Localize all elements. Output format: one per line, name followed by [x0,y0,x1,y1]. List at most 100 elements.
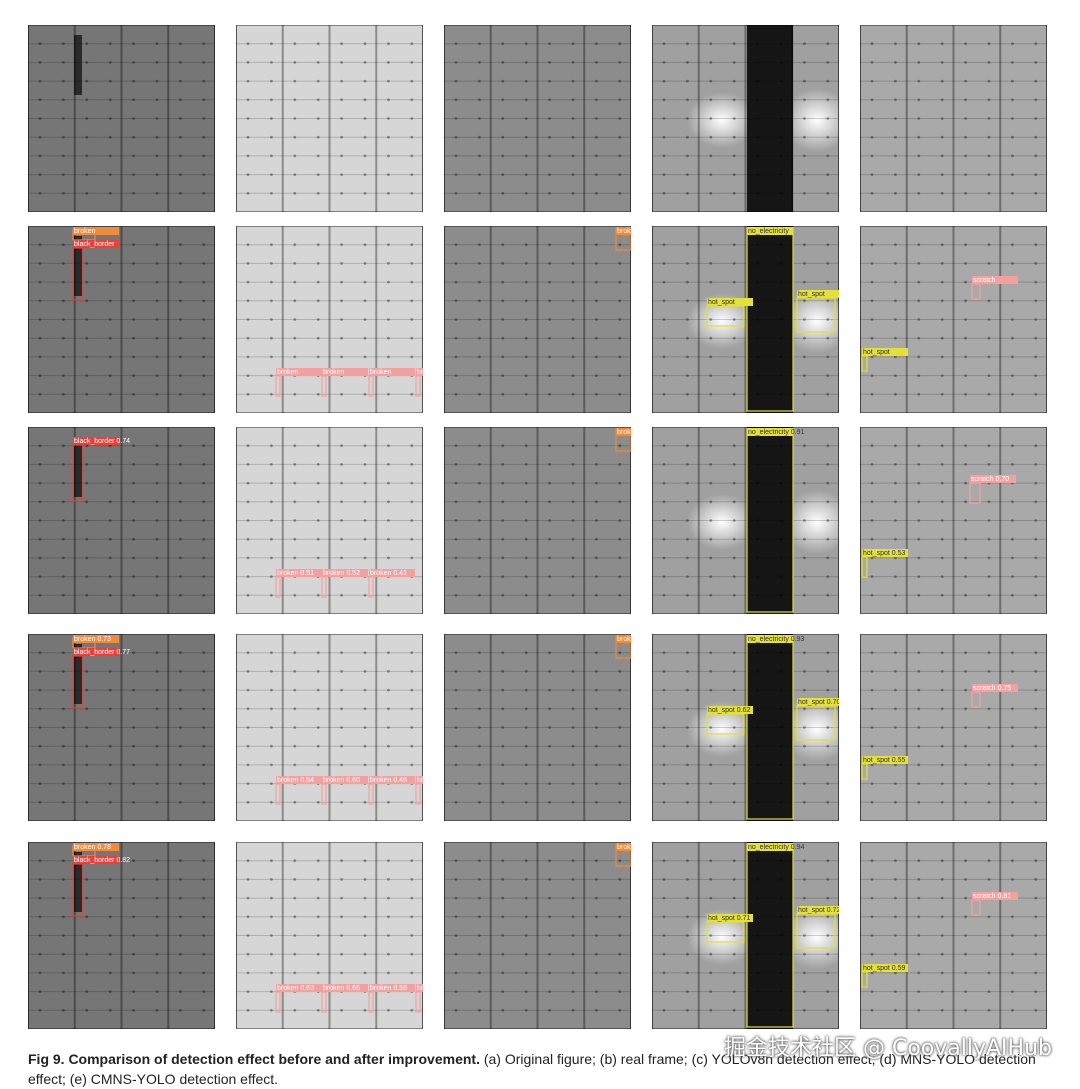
solder-dot [1034,280,1038,284]
solder-dot [548,1008,551,1012]
solder-dot [779,800,783,804]
bright-spot [687,494,757,550]
solder-dot [894,392,897,396]
solder-dot [524,318,528,321]
solder-dot [662,191,666,195]
solder-dot [85,117,89,120]
solder-dot [756,800,759,804]
solder-dot [454,463,458,466]
solder-dot [132,318,136,321]
solder-dot [524,98,528,102]
solder-dot [246,500,250,504]
solder-dot [686,318,689,321]
solder-dot [293,556,297,560]
solder-dot [964,651,967,655]
solder-dot [293,392,297,396]
solder-dot [62,392,65,396]
solder-dot [618,707,622,711]
label-bg [707,706,753,714]
solder-dot [246,859,250,863]
solder-dot [894,154,897,158]
solder-dot [940,800,944,804]
solder-dot [132,519,136,522]
solder-dot [524,355,528,359]
solder-dot [454,135,458,139]
solder-dot [108,878,112,881]
label-bg [862,348,908,356]
solder-dot [132,990,136,993]
solder-dot [870,135,874,139]
solder-dot [363,934,367,937]
solder-dot [62,934,65,937]
solder-dot [316,154,320,158]
solder-dot [826,374,830,377]
solder-dot [803,392,806,396]
solder-dot [1011,355,1014,359]
solder-dot [501,593,505,597]
solder-dot [1011,519,1014,522]
solder-dot [202,878,206,881]
solder-dot [595,392,598,396]
solder-dot [501,519,505,522]
solder-dot [293,688,297,692]
detection-label: broken 0.63 [277,985,314,992]
solder-dot [202,444,206,448]
label-bg [616,843,631,851]
solder-dot [1011,782,1014,785]
solder-dot [756,98,759,102]
solder-dot [85,500,89,504]
solder-dot [917,173,921,177]
solder-dot [132,280,136,284]
solder-dot [662,173,666,177]
solder-dot [987,763,991,767]
solder-dot [709,336,713,340]
solder-dot [108,575,112,578]
panel-bg [236,842,423,1029]
solder-dot [270,191,273,195]
solder-dot [316,726,320,729]
solder-dot [410,135,414,139]
solder-dot [410,800,414,804]
solder-dot [293,444,297,448]
label-bg [276,368,322,376]
solder-dot [454,392,458,396]
solder-dot [501,318,505,321]
solder-dot [571,42,575,46]
solder-dot [940,500,944,504]
solder-dot [246,463,250,466]
solder-dot [270,1008,273,1012]
solder-dot [454,191,458,195]
solder-dot [132,243,136,247]
solder-dot [1034,392,1038,396]
solder-dot [524,117,528,120]
solder-dot [940,392,944,396]
solder-dot [501,336,505,340]
solder-dot [316,688,320,692]
solder-dot [870,763,874,767]
solder-dot [202,243,206,247]
solder-dot [803,537,806,541]
solder-dot [478,556,481,560]
solder-dot [387,392,390,396]
solder-dot [987,191,991,195]
solder-dot [501,299,505,303]
solder-dot [964,971,967,975]
solder-dot [293,896,297,900]
label-bg [369,984,415,992]
solder-dot [340,726,343,729]
solder-dot [870,707,874,711]
solder-dot [571,154,575,158]
panel-bg [860,842,1047,1029]
solder-dot [524,763,528,767]
solder-dot [38,280,42,284]
solder-dot [803,800,806,804]
solder-dot [964,688,967,692]
solder-dot [826,670,830,673]
solder-dot [826,859,830,863]
solder-dot [1011,556,1014,560]
solder-dot [870,79,874,83]
solder-dot [940,537,944,541]
solder-dot [940,243,944,247]
solder-dot [38,934,42,937]
solder-dot [779,135,783,139]
